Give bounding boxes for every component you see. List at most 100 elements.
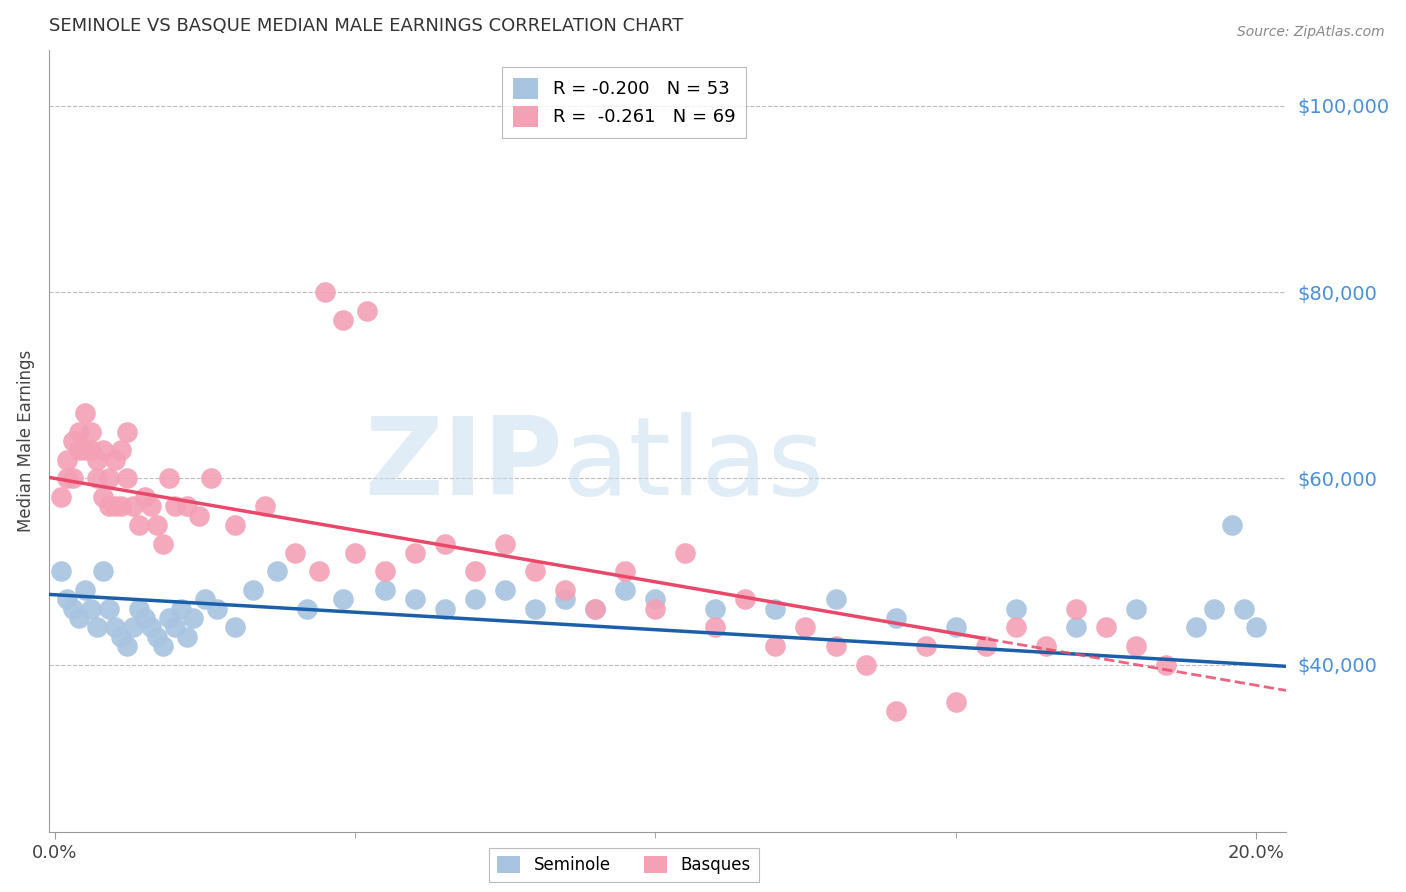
Point	[110, 443, 132, 458]
Point	[181, 611, 204, 625]
Point	[104, 452, 127, 467]
Point	[524, 601, 547, 615]
Point	[73, 443, 96, 458]
Point	[134, 490, 156, 504]
Point	[163, 620, 186, 634]
Point	[1154, 657, 1177, 672]
Point	[67, 443, 90, 458]
Point	[583, 601, 606, 615]
Y-axis label: Median Male Earnings: Median Male Earnings	[17, 350, 35, 533]
Point	[110, 500, 132, 514]
Point	[1125, 639, 1147, 653]
Point	[855, 657, 877, 672]
Point	[91, 490, 114, 504]
Point	[152, 639, 174, 653]
Point	[614, 565, 637, 579]
Point	[49, 565, 72, 579]
Text: Source: ZipAtlas.com: Source: ZipAtlas.com	[1237, 25, 1385, 39]
Point	[332, 592, 354, 607]
Point	[194, 592, 217, 607]
Point	[110, 630, 132, 644]
Point	[1233, 601, 1256, 615]
Point	[434, 601, 457, 615]
Point	[314, 285, 336, 300]
Point	[157, 471, 180, 485]
Point	[128, 517, 150, 532]
Point	[644, 601, 666, 615]
Point	[884, 611, 907, 625]
Point	[86, 471, 108, 485]
Point	[824, 592, 846, 607]
Point	[49, 490, 72, 504]
Point	[73, 406, 96, 420]
Point	[494, 583, 516, 598]
Point	[583, 601, 606, 615]
Point	[734, 592, 756, 607]
Point	[266, 565, 288, 579]
Point	[884, 704, 907, 718]
Point	[163, 500, 186, 514]
Point	[224, 620, 246, 634]
Point	[170, 601, 193, 615]
Point	[464, 592, 486, 607]
Point	[67, 611, 90, 625]
Point	[614, 583, 637, 598]
Point	[121, 500, 143, 514]
Point	[524, 565, 547, 579]
Point	[205, 601, 228, 615]
Point	[104, 620, 127, 634]
Point	[1064, 601, 1087, 615]
Point	[974, 639, 997, 653]
Point	[55, 592, 77, 607]
Point	[404, 592, 426, 607]
Point	[1095, 620, 1118, 634]
Point	[152, 536, 174, 550]
Point	[62, 601, 84, 615]
Point	[644, 592, 666, 607]
Point	[224, 517, 246, 532]
Point	[356, 303, 378, 318]
Point	[67, 425, 90, 439]
Point	[253, 500, 276, 514]
Point	[554, 583, 576, 598]
Point	[494, 536, 516, 550]
Point	[1004, 620, 1026, 634]
Point	[79, 425, 101, 439]
Text: atlas: atlas	[562, 411, 824, 517]
Point	[1125, 601, 1147, 615]
Point	[145, 630, 167, 644]
Point	[62, 471, 84, 485]
Point	[1202, 601, 1225, 615]
Point	[145, 517, 167, 532]
Point	[554, 592, 576, 607]
Point	[434, 536, 457, 550]
Point	[1185, 620, 1208, 634]
Point	[1064, 620, 1087, 634]
Point	[79, 443, 101, 458]
Point	[73, 583, 96, 598]
Point	[332, 313, 354, 327]
Point	[704, 620, 727, 634]
Point	[86, 620, 108, 634]
Point	[374, 565, 396, 579]
Point	[794, 620, 817, 634]
Point	[765, 601, 787, 615]
Point	[404, 546, 426, 560]
Legend: Seminole, Basques: Seminole, Basques	[489, 847, 759, 882]
Point	[97, 601, 120, 615]
Point	[1220, 517, 1243, 532]
Point	[914, 639, 936, 653]
Point	[673, 546, 696, 560]
Point	[55, 471, 77, 485]
Point	[134, 611, 156, 625]
Point	[128, 601, 150, 615]
Point	[704, 601, 727, 615]
Point	[176, 630, 198, 644]
Point	[55, 452, 77, 467]
Point	[1244, 620, 1267, 634]
Point	[157, 611, 180, 625]
Point	[187, 508, 209, 523]
Point	[343, 546, 366, 560]
Point	[1035, 639, 1057, 653]
Point	[115, 471, 138, 485]
